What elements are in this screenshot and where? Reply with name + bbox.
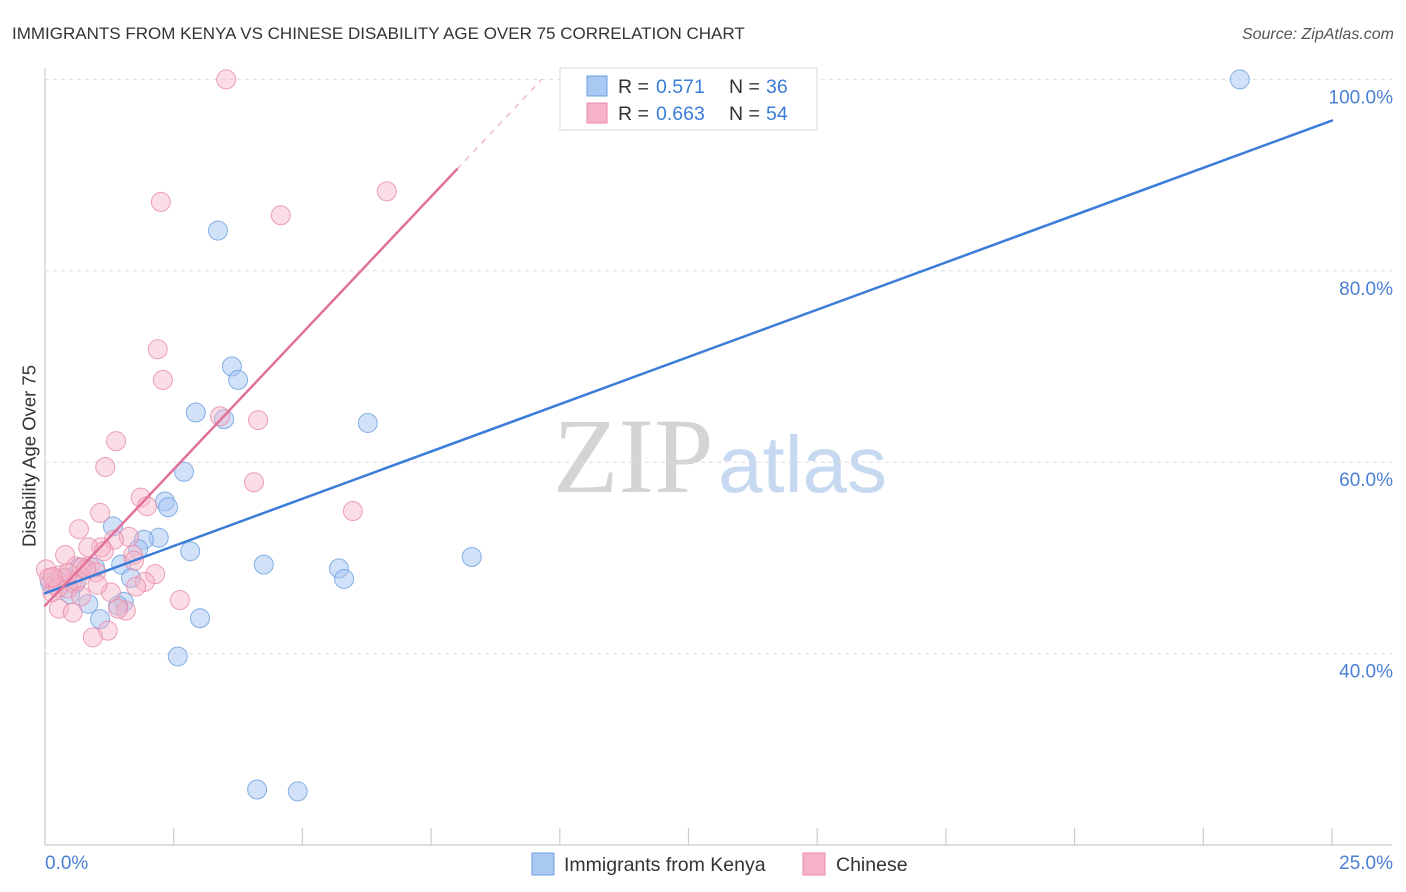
y-tick-label: 60.0% <box>1339 470 1393 491</box>
kenya-point <box>173 461 194 482</box>
bottom-legend-swatch-chinese <box>802 852 826 876</box>
chinese-trend-line <box>43 168 459 608</box>
y-axis-title: Disability Age Over 75 <box>19 365 40 547</box>
chinese-point <box>342 501 363 522</box>
trend-lines <box>43 78 1334 608</box>
chinese-point <box>147 339 168 360</box>
chinese-point <box>145 564 166 585</box>
y-tick-label: 80.0% <box>1339 279 1393 300</box>
chinese-trend-extension <box>456 78 543 170</box>
kenya-point <box>158 497 179 518</box>
bottom-legend-item-chinese: Chinese <box>802 852 908 876</box>
x-tick-label: 25.0% <box>1339 853 1393 874</box>
chinese-point <box>82 627 103 648</box>
y-tick-label: 40.0% <box>1339 662 1393 683</box>
chinese-point <box>169 590 190 611</box>
chart-source: Source: ZipAtlas.com <box>1242 26 1394 43</box>
chinese-point <box>216 69 237 90</box>
legend-swatch-chinese <box>586 102 608 124</box>
chinese-point <box>87 574 108 595</box>
kenya-point <box>180 541 201 562</box>
chinese-point <box>90 502 111 523</box>
watermark: ZIP atlas <box>553 398 887 516</box>
gridlines <box>45 78 1392 655</box>
legend-r-label: R = <box>618 103 649 125</box>
legend-row-kenya: R = 0.571 N = 36 <box>586 75 788 98</box>
kenya-point <box>461 546 482 567</box>
bottom-legend-item-kenya: Immigrants from Kenya <box>531 852 766 876</box>
kenya-point <box>189 608 210 629</box>
chinese-point <box>71 586 92 607</box>
kenya-point <box>253 554 274 575</box>
kenya-point <box>1229 69 1250 90</box>
chinese-point <box>150 191 171 212</box>
chinese-point <box>97 620 118 641</box>
kenya-point <box>78 593 99 614</box>
kenya-point <box>207 220 228 241</box>
chinese-point <box>106 431 127 452</box>
chinese-point <box>376 181 397 202</box>
x-tick-label: 0.0% <box>45 853 88 874</box>
bottom-legend-label-kenya: Immigrants from Kenya <box>564 854 766 876</box>
axes <box>44 68 1392 846</box>
chinese-point <box>248 410 269 431</box>
legend-n-value-kenya: 36 <box>766 76 788 98</box>
chinese-point <box>244 472 265 493</box>
kenya-point <box>167 646 188 667</box>
chinese-point <box>95 456 116 477</box>
legend-r-value-chinese: 0.663 <box>656 103 705 125</box>
kenya-point <box>228 369 249 390</box>
tick-labels: 100.0% 80.0% 60.0% 40.0% 0.0% 25.0% <box>45 87 1393 874</box>
chinese-point <box>270 205 291 226</box>
chinese-point <box>93 541 114 562</box>
legend-r-value-kenya: 0.571 <box>656 76 705 98</box>
chinese-point <box>210 406 231 427</box>
chinese-point <box>126 576 147 597</box>
bottom-legend-label-chinese: Chinese <box>836 854 908 876</box>
kenya-point <box>287 781 308 802</box>
y-tick-label: 100.0% <box>1329 87 1394 108</box>
chinese-point <box>62 602 83 623</box>
chinese-point <box>103 529 124 550</box>
legend-n-label: N = <box>729 76 760 98</box>
legend-n-value-chinese: 54 <box>766 103 788 125</box>
top-legend: R = 0.571 N = 36 R = 0.663 N = 54 <box>559 67 818 131</box>
kenya-point <box>185 402 206 423</box>
chinese-point <box>42 567 63 588</box>
bottom-legend-swatch-kenya <box>531 852 555 876</box>
kenya-point <box>357 412 378 433</box>
chinese-point <box>152 369 173 390</box>
kenya-point <box>247 779 268 800</box>
watermark-zip: ZIP <box>553 398 714 516</box>
legend-r-label: R = <box>618 76 649 98</box>
kenya-trend-line <box>43 119 1334 595</box>
kenya-point <box>90 609 111 630</box>
legend-n-label: N = <box>729 103 760 125</box>
legend-swatch-kenya <box>586 75 608 97</box>
data-points <box>36 69 1250 802</box>
chinese-point <box>108 598 129 619</box>
bottom-legend: Immigrants from Kenya Chinese <box>531 852 908 876</box>
watermark-atlas: atlas <box>718 420 887 509</box>
kenya-point <box>334 568 355 589</box>
chinese-point <box>68 519 89 540</box>
legend-row-chinese: R = 0.663 N = 54 <box>586 102 788 125</box>
chart-title: IMMIGRANTS FROM KENYA VS CHINESE DISABIL… <box>12 24 745 43</box>
chinese-point <box>115 600 136 621</box>
